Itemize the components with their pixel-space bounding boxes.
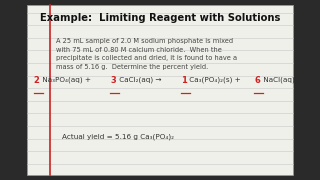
Text: Example:  Limiting Reagent with Solutions: Example: Limiting Reagent with Solutions [40, 13, 280, 23]
Text: NaCl(aq): NaCl(aq) [261, 77, 294, 83]
Text: Actual yield = 5.16 g Ca₃(PO₄)₂: Actual yield = 5.16 g Ca₃(PO₄)₂ [62, 134, 174, 140]
Bar [27, 5, 293, 175]
Text: Na₃PO₄(aq) +: Na₃PO₄(aq) + [40, 77, 93, 83]
Text: A 25 mL sample of 2.0 M sodium phosphate is mixed
with 75 mL of 0.80 M calcium c: A 25 mL sample of 2.0 M sodium phosphate… [56, 38, 237, 70]
Text: 1: 1 [181, 76, 187, 85]
Text: 6: 6 [254, 76, 260, 85]
Text: CaCl₂(aq) →: CaCl₂(aq) → [117, 77, 164, 83]
Text: 3: 3 [110, 76, 116, 85]
Text: Ca₃(PO₄)₂(s) +: Ca₃(PO₄)₂(s) + [187, 77, 243, 83]
Text: 2: 2 [34, 76, 39, 85]
